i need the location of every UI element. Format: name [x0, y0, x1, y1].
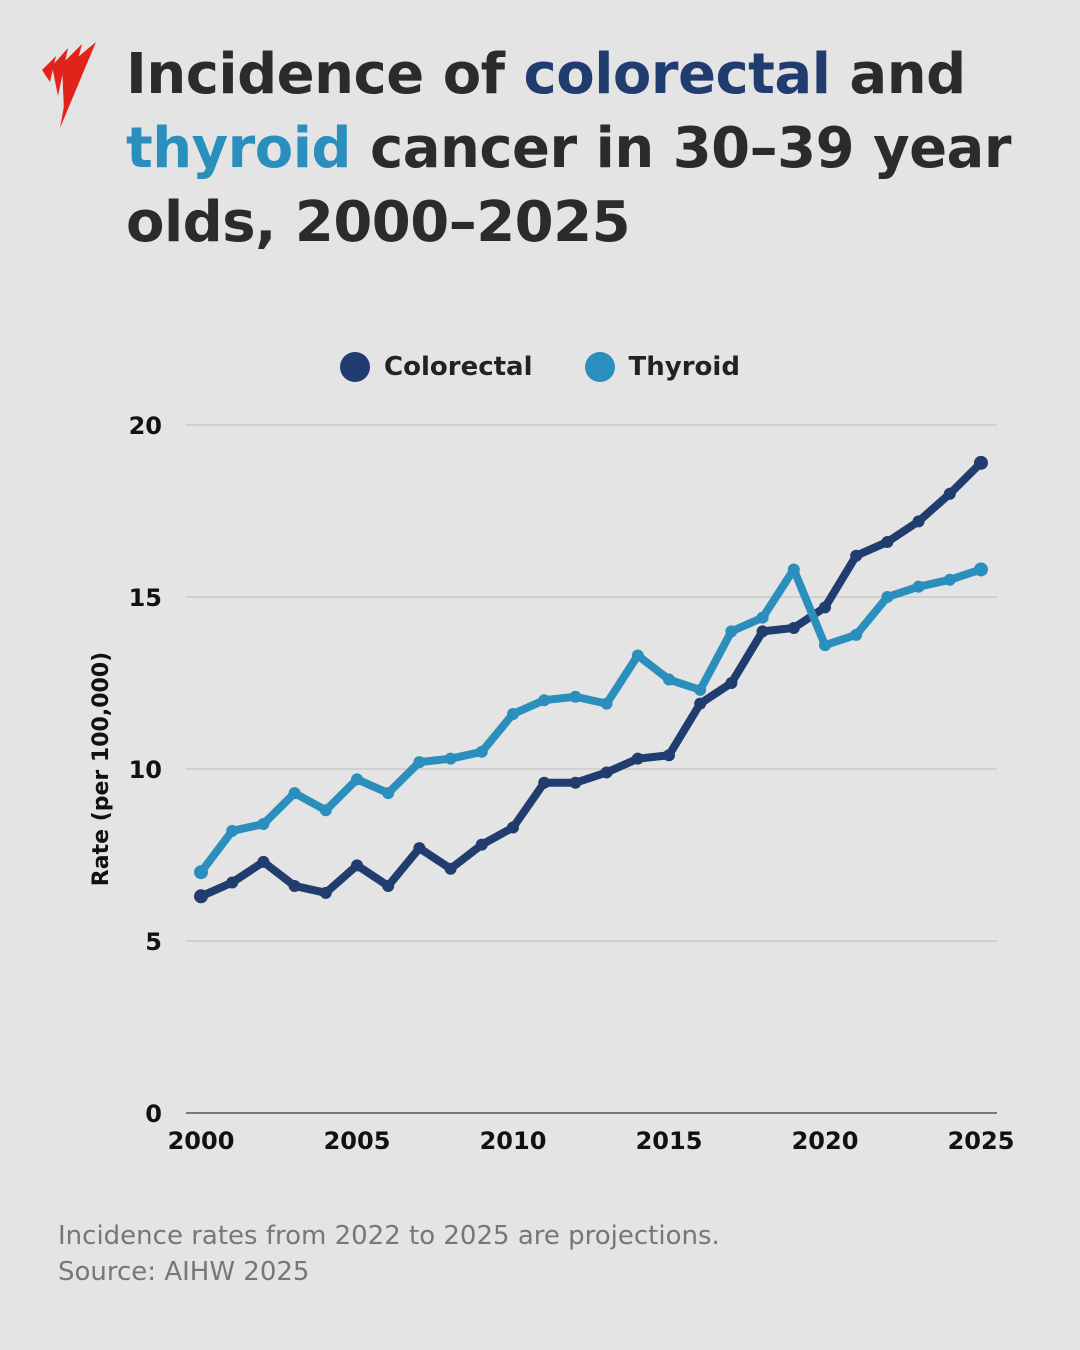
data-point-thyroid [319, 804, 332, 817]
title-text: Incidence of [126, 42, 524, 107]
sbs-logo-icon [42, 42, 96, 128]
data-point-colorectal [881, 535, 894, 548]
legend-label: Colorectal [384, 352, 533, 382]
data-point-thyroid [881, 591, 894, 603]
data-point-thyroid [756, 611, 769, 624]
data-point-colorectal [943, 487, 956, 500]
y-tick-label: 0 [145, 1100, 162, 1128]
data-point-thyroid [912, 580, 925, 593]
title-text: cancer in 30–39 year olds, 2000–2025 [126, 116, 1011, 255]
data-point-colorectal [226, 876, 239, 889]
line-chart: 0 5 10 15 20 2000 2005 2010 2015 2020 2025 Rate (pe… [89, 412, 1015, 1155]
source: Source: AIHW 2025 [58, 1257, 310, 1287]
data-point-thyroid [819, 639, 831, 652]
legend-swatch [584, 352, 615, 382]
chart-title: Incidence of colorectal and thyroid canc… [126, 38, 1056, 260]
data-point-colorectal [413, 842, 426, 855]
y-tick-label: 15 [129, 584, 162, 612]
data-point-thyroid [257, 818, 270, 831]
data-point-colorectal [319, 886, 332, 899]
legend-label: Thyroid [628, 352, 740, 382]
data-point-colorectal [257, 855, 270, 868]
legend: Colorectal Thyroid [0, 352, 1080, 382]
data-point-thyroid [382, 787, 395, 800]
data-point-thyroid [413, 756, 426, 769]
data-point-thyroid [943, 573, 956, 586]
data-point-colorectal [850, 549, 863, 562]
data-point-colorectal [974, 455, 988, 470]
legend-item-thyroid: Thyroid [584, 352, 740, 382]
data-point-colorectal [663, 749, 675, 762]
footer: Incidence rates from 2022 to 2025 are pr… [58, 1218, 720, 1290]
data-point-thyroid [351, 773, 363, 786]
data-point-colorectal [819, 601, 831, 614]
title-text: and [830, 42, 966, 107]
data-point-colorectal [694, 697, 707, 710]
data-point-colorectal [382, 879, 395, 892]
data-point-thyroid [194, 865, 208, 880]
data-point-thyroid [974, 562, 988, 577]
x-tick-label: 2020 [792, 1127, 859, 1155]
y-tick-label: 5 [145, 928, 162, 956]
data-point-colorectal [631, 752, 644, 765]
y-tick-label: 10 [129, 756, 162, 784]
title-highlight-thyroid: thyroid [126, 116, 352, 181]
x-tick-label: 2005 [324, 1127, 391, 1155]
data-point-colorectal [569, 776, 582, 789]
x-tick-label: 2010 [480, 1127, 547, 1155]
x-tick-label: 2000 [168, 1127, 235, 1155]
data-point-colorectal [194, 889, 208, 904]
y-axis-label: Rate (per 100,000) [89, 652, 114, 886]
data-point-thyroid [507, 707, 519, 720]
data-point-thyroid [663, 673, 675, 686]
data-point-colorectal [725, 677, 738, 689]
data-point-thyroid [600, 697, 613, 710]
data-point-thyroid [444, 752, 457, 765]
data-point-thyroid [569, 690, 582, 703]
legend-item-colorectal: Colorectal [340, 352, 533, 382]
data-point-colorectal [538, 776, 551, 789]
data-point-thyroid [538, 694, 551, 707]
x-tick-label: 2015 [636, 1127, 703, 1155]
y-tick-label: 20 [129, 412, 162, 440]
data-point-thyroid [475, 745, 488, 758]
data-point-colorectal [351, 859, 363, 872]
data-point-colorectal [912, 515, 925, 528]
series-line-thyroid [197, 565, 983, 875]
data-point-thyroid [288, 787, 301, 800]
data-point-thyroid [631, 649, 644, 662]
data-point-colorectal [507, 821, 519, 834]
data-point-colorectal [756, 625, 769, 638]
data-point-colorectal [444, 862, 457, 875]
data-point-thyroid [725, 625, 738, 638]
data-point-thyroid [787, 563, 800, 576]
series-line-colorectal [199, 460, 984, 900]
data-point-colorectal [288, 879, 301, 892]
data-point-thyroid [850, 628, 863, 641]
data-point-thyroid [694, 683, 707, 696]
footnote: Incidence rates from 2022 to 2025 are pr… [58, 1221, 720, 1251]
legend-swatch [340, 352, 371, 382]
data-point-colorectal [787, 621, 800, 634]
data-point-colorectal [475, 838, 488, 851]
data-point-colorectal [600, 766, 613, 779]
title-highlight-colorectal: colorectal [523, 42, 831, 107]
data-point-thyroid [226, 824, 239, 837]
x-tick-label: 2025 [948, 1127, 1015, 1155]
